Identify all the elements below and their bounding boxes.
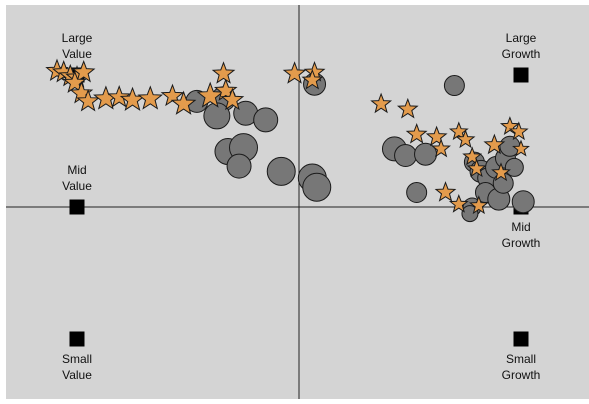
anchor-label: Value <box>62 179 92 193</box>
star-point <box>220 87 245 111</box>
star-point <box>76 88 100 112</box>
anchor-label: Growth <box>502 236 541 250</box>
circle-point <box>511 190 535 214</box>
star-point <box>137 85 164 110</box>
star-point <box>512 139 530 157</box>
star-point <box>71 59 96 83</box>
star-point <box>170 90 197 115</box>
star-point <box>282 61 307 84</box>
star-point <box>370 92 393 114</box>
star-point <box>396 97 419 119</box>
anchor-label: Small <box>506 352 536 366</box>
star-point <box>462 146 483 166</box>
anchor-marker <box>69 331 85 347</box>
circle-point <box>443 75 465 97</box>
star-point <box>213 78 238 101</box>
star-point <box>508 121 529 141</box>
star-point <box>211 61 236 84</box>
star-point <box>425 125 448 147</box>
star-point <box>301 68 324 90</box>
star-point <box>434 181 457 202</box>
circle-point <box>266 156 296 186</box>
star-point <box>448 193 469 213</box>
circle-point <box>406 181 428 203</box>
anchor-label: Growth <box>502 47 541 61</box>
anchor-label: Mid <box>511 220 530 234</box>
star-point <box>499 116 520 135</box>
circle-point <box>302 172 332 202</box>
star-series <box>45 58 530 215</box>
star-point <box>483 133 506 155</box>
star-point <box>196 81 224 108</box>
star-point <box>491 162 511 182</box>
circle-point <box>226 153 252 179</box>
anchor-label: Value <box>62 368 92 382</box>
star-point <box>466 158 487 178</box>
circle-point <box>504 157 524 177</box>
star-point <box>62 70 87 93</box>
circle-point <box>253 107 279 133</box>
star-point <box>468 195 489 215</box>
anchor-label: Large <box>62 31 93 45</box>
anchor-marker <box>69 199 85 215</box>
star-point <box>455 129 476 149</box>
star-point <box>107 84 131 108</box>
anchor-label: Mid <box>67 163 86 177</box>
star-point <box>448 121 469 141</box>
star-point <box>405 122 428 144</box>
anchor-marker <box>513 67 529 83</box>
circle-point <box>394 144 418 168</box>
anchor-label: Small <box>62 352 92 366</box>
circle-point <box>203 102 231 130</box>
anchor-label: Large <box>506 31 537 45</box>
star-point <box>431 138 451 158</box>
anchor-marker <box>513 331 529 347</box>
anchor-label: Value <box>62 47 92 61</box>
anchor-label: Growth <box>502 368 541 382</box>
